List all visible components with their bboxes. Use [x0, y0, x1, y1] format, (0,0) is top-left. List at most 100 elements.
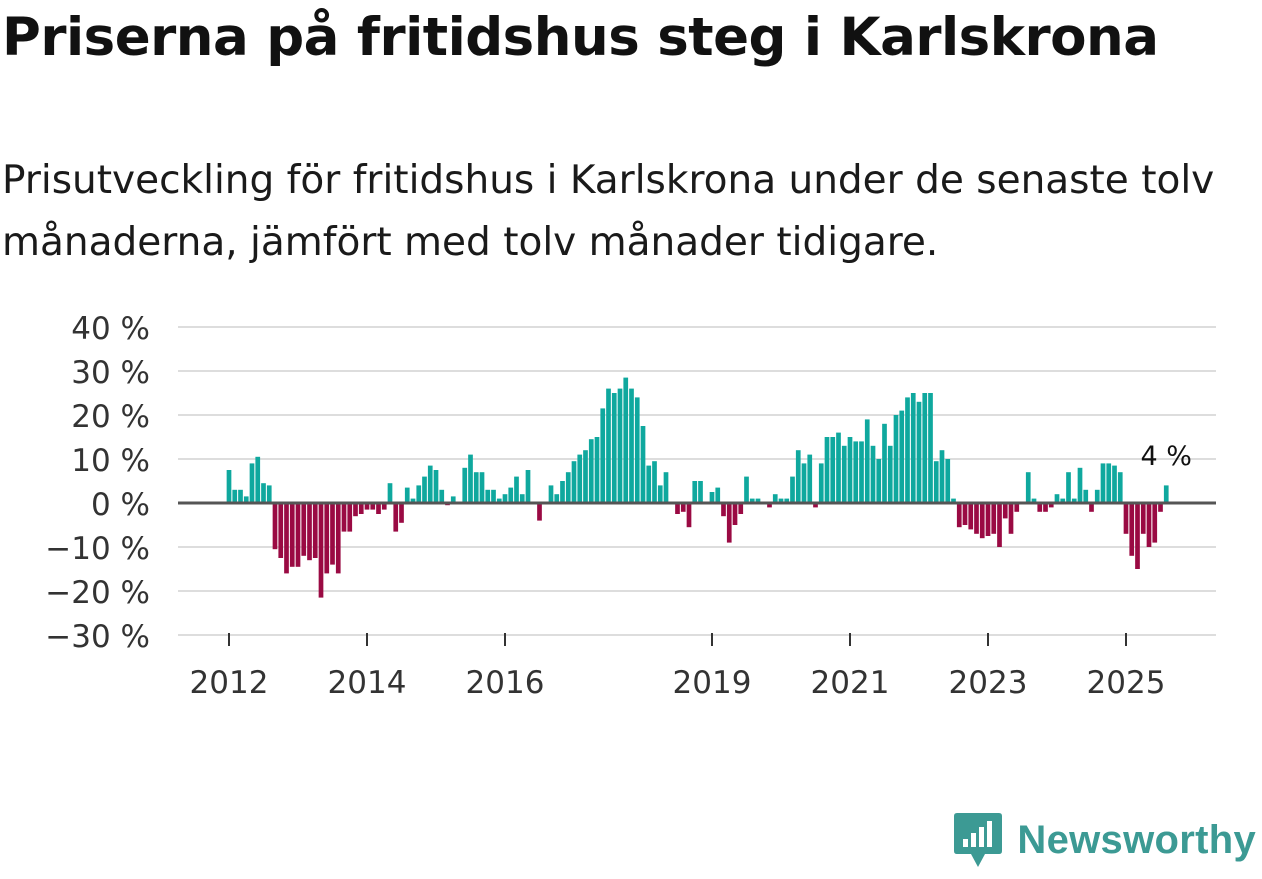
bar [1048, 503, 1054, 508]
bar [548, 485, 554, 503]
bar [899, 410, 905, 503]
bar [1060, 498, 1066, 503]
bar [594, 437, 600, 503]
bar [795, 450, 801, 503]
bar [1031, 498, 1037, 503]
brand-name: Newsworthy [1017, 817, 1256, 862]
y-tick-label: 30 % [71, 355, 150, 391]
bar [255, 456, 261, 503]
bar [692, 481, 698, 503]
bar [767, 503, 772, 508]
bar [571, 461, 577, 503]
bar [1071, 498, 1077, 503]
bar [726, 503, 732, 543]
bar [991, 503, 997, 534]
bar [640, 426, 646, 503]
bar [870, 445, 876, 503]
bar [243, 496, 249, 503]
bar [847, 437, 853, 503]
gridlines [178, 326, 1216, 636]
x-tick-label: 2016 [466, 665, 545, 701]
bar [922, 393, 928, 503]
chart-subtitle: Prisutveckling för fritidshus i Karlskro… [2, 158, 1215, 265]
bar [836, 432, 841, 503]
bar [427, 465, 433, 503]
bar [249, 463, 255, 503]
bar [1037, 503, 1043, 512]
bar [997, 503, 1002, 547]
bar [1054, 494, 1060, 503]
bar [238, 489, 243, 503]
bar [577, 454, 583, 503]
bar [979, 503, 985, 539]
brand-logo: Newsworthy [953, 811, 1256, 869]
bar [588, 439, 594, 503]
bar [312, 503, 318, 558]
bar [502, 494, 508, 503]
bar [749, 498, 755, 503]
bar [479, 472, 485, 503]
bar [1123, 503, 1129, 534]
bar [358, 503, 364, 514]
bar [307, 503, 312, 561]
bar [330, 503, 335, 565]
bar [381, 503, 387, 510]
bar [537, 503, 542, 521]
x-tick-label: 2025 [1087, 665, 1166, 701]
bar [491, 489, 496, 503]
bar [1066, 472, 1071, 503]
bar [985, 503, 991, 536]
bar [680, 503, 686, 512]
bar [335, 503, 341, 574]
bar [853, 441, 859, 503]
bar [715, 487, 721, 503]
bar [928, 393, 933, 503]
bar [876, 459, 882, 503]
bar [646, 465, 652, 503]
bar [1089, 503, 1094, 512]
bar [278, 503, 284, 558]
bar [721, 503, 726, 517]
bar [968, 503, 974, 530]
bar [790, 476, 795, 503]
bar [600, 408, 606, 503]
bar [376, 503, 381, 514]
chart-title: Priserna på fritidshus steg i Karlskrona [2, 7, 1159, 68]
bar [422, 476, 427, 503]
bar [416, 485, 422, 503]
bar [818, 463, 824, 503]
bar [1002, 503, 1008, 519]
bar [1106, 463, 1112, 503]
y-tick-label: 10 % [71, 443, 150, 479]
bar [1112, 465, 1117, 503]
bar [565, 472, 571, 503]
bar [347, 503, 353, 532]
bar [882, 423, 887, 503]
bar [807, 454, 813, 503]
bar [1083, 489, 1089, 503]
bar [1077, 467, 1083, 503]
bar [232, 489, 238, 503]
bar [1135, 503, 1140, 569]
y-tick-label: −20 % [45, 575, 150, 611]
annotations: 4 % [1141, 441, 1192, 472]
bar [813, 503, 818, 508]
bar [1014, 503, 1020, 512]
bar [652, 461, 657, 503]
y-tick-label: −30 % [45, 619, 150, 655]
bar [841, 445, 847, 503]
bar [485, 489, 491, 503]
bar [859, 441, 864, 503]
bar [1158, 503, 1163, 512]
y-tick-label: 20 % [71, 399, 150, 435]
bar [732, 503, 738, 525]
bar [755, 498, 761, 503]
bar [784, 498, 790, 503]
y-tick-label: −10 % [45, 531, 150, 567]
bar [1129, 503, 1135, 556]
newsworthy-logo-icon [954, 813, 1003, 867]
bar [1117, 472, 1123, 503]
bar [1008, 503, 1014, 534]
bar [951, 498, 956, 503]
bar [686, 503, 692, 528]
